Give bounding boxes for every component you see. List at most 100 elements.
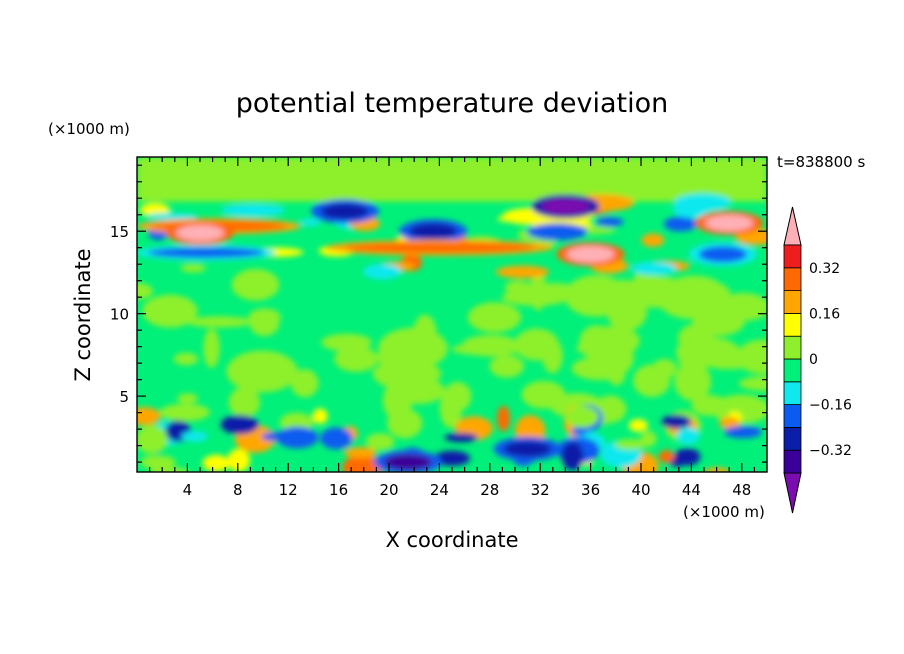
field-cell — [496, 405, 510, 432]
colorbar-label: 0.32 — [809, 261, 840, 277]
field-cell — [674, 362, 712, 401]
field-cell — [249, 311, 280, 336]
x-tick-label: 20 — [379, 481, 398, 499]
field-cell — [628, 419, 649, 432]
field-cell — [631, 261, 677, 276]
field-cell — [571, 426, 588, 436]
field-cell — [495, 265, 550, 279]
field-layer-upper — [137, 157, 767, 202]
field-cell — [137, 282, 154, 300]
field-cell — [716, 292, 767, 322]
field-cell — [677, 323, 714, 354]
field-cell — [186, 316, 253, 328]
field-cell — [719, 416, 741, 430]
x-tick-label: 16 — [329, 481, 348, 499]
field-cell — [227, 448, 251, 472]
field-cell — [389, 366, 406, 377]
field-cell — [300, 218, 321, 227]
field-cell — [378, 327, 448, 369]
colorbar-over-arrow — [783, 206, 802, 246]
field-cell — [444, 433, 479, 443]
field-cell — [571, 356, 629, 381]
x-tick-label: 4 — [183, 481, 193, 499]
y-tick-label: 10 — [110, 306, 129, 324]
x-tick-label: 28 — [480, 481, 499, 499]
time-label: t=838800 s — [777, 153, 865, 171]
colorbar-label: 0 — [809, 352, 818, 368]
field-cell — [658, 450, 675, 464]
colorbar-label: 0.16 — [809, 306, 840, 322]
field-cell — [672, 200, 709, 218]
field-cell — [676, 427, 700, 445]
x-tick-label: 32 — [531, 481, 550, 499]
colorbar-segment — [783, 244, 802, 269]
y-tick-label: 15 — [110, 223, 129, 241]
y-tick-label: 5 — [119, 388, 129, 406]
field-cell — [159, 403, 211, 422]
field-cell — [652, 359, 677, 379]
field-blob-core — [503, 440, 552, 457]
field-blob-core — [566, 246, 615, 263]
colorbar-segment — [783, 290, 802, 314]
field-band-core — [344, 242, 534, 253]
colorbar-label: −0.32 — [809, 443, 852, 459]
field-cell — [221, 204, 286, 217]
field-cell — [595, 217, 624, 227]
x-tick-label: 40 — [631, 481, 650, 499]
field-cell — [312, 408, 328, 424]
field-cell — [261, 432, 288, 441]
field-cell — [542, 338, 563, 374]
field-cell — [527, 223, 588, 241]
colorbar-segment — [783, 404, 802, 428]
x-axis-label: X coordinate — [385, 528, 518, 552]
chart-title: potential temperature deviation — [236, 88, 668, 119]
field-cell — [226, 350, 298, 393]
field-blob-core — [320, 203, 369, 220]
field-cell — [497, 214, 557, 223]
field-cell — [504, 280, 532, 295]
field-cell — [736, 339, 767, 375]
field-blob-core — [698, 246, 747, 263]
field-cell — [139, 455, 176, 470]
field-cell — [137, 407, 161, 426]
field-cell — [724, 426, 762, 439]
x-tick-label: 48 — [732, 481, 751, 499]
field-cell — [343, 447, 377, 459]
y-axis: 5 10 15 — [110, 164, 767, 463]
field-blob-core — [541, 198, 590, 215]
field-cell — [320, 427, 353, 450]
field-cell — [521, 380, 566, 409]
colorbar-segment — [783, 312, 802, 337]
field-cell — [231, 268, 280, 301]
x-tick-label: 12 — [279, 481, 298, 499]
colorbar-label: −0.16 — [809, 398, 852, 414]
x-axis: 4 8 12 16 20 24 28 32 36 40 44 48 — [149, 157, 756, 499]
field-cell — [180, 263, 206, 273]
x-units-label: (×1000 m) — [683, 503, 765, 521]
field-blob-core — [409, 223, 458, 240]
field-cell — [142, 294, 198, 328]
x-tick-label: 44 — [682, 481, 701, 499]
field-cell — [443, 381, 472, 412]
field-cell — [564, 275, 628, 317]
field-cell — [290, 369, 319, 398]
field-cell — [678, 348, 708, 372]
x-tick-label: 24 — [430, 481, 449, 499]
field-cell — [365, 433, 395, 451]
field-cell — [433, 450, 471, 466]
field-cell — [711, 394, 767, 424]
field-cell — [228, 386, 261, 418]
colorbar: 0.32 0.16 0 −0.16 −0.32 — [783, 206, 852, 514]
x-tick-label: 36 — [581, 481, 600, 499]
colorbar-segment — [783, 449, 802, 474]
field-blob-core — [705, 214, 754, 231]
field-cell — [177, 393, 198, 404]
field-cell — [467, 302, 522, 333]
y-axis-label: Z coordinate — [71, 248, 95, 381]
y-units-label: (×1000 m) — [48, 120, 130, 138]
field-cell — [561, 441, 584, 471]
field-cell — [202, 454, 230, 472]
field-cell — [137, 425, 168, 454]
field-cell — [173, 352, 199, 366]
field-cell — [334, 346, 379, 372]
